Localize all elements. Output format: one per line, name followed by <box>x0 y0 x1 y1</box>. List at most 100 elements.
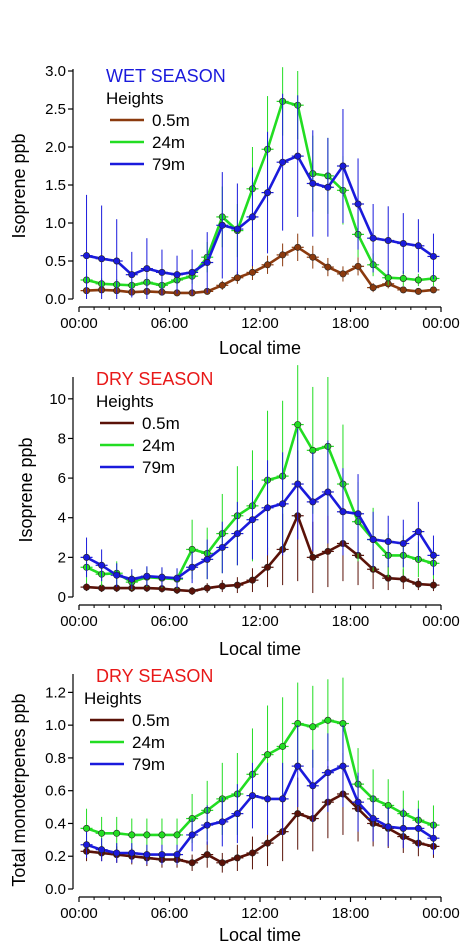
data-point <box>203 821 211 829</box>
data-point <box>309 782 317 790</box>
data-point <box>429 252 437 260</box>
data-point <box>98 561 106 569</box>
data-point <box>414 276 422 284</box>
x-tick-label: 12:00 <box>241 613 279 630</box>
legend-label: 0.5m <box>132 711 170 730</box>
axes: 0 2 4 6 8 10 00:00 06:00 12:00 18:00 00:00 <box>49 377 460 630</box>
data-point <box>143 831 151 839</box>
y-tick-label: 2.0 <box>45 139 66 156</box>
data-point <box>218 543 226 551</box>
data-point <box>414 528 422 536</box>
data-point <box>279 742 287 750</box>
y-tick-label: 3.0 <box>45 63 66 80</box>
data-point <box>339 762 347 770</box>
data-point <box>113 829 121 837</box>
season-title: DRY SEASON <box>96 369 213 389</box>
legend-label: 79m <box>142 458 175 477</box>
data-point <box>143 851 151 859</box>
data-point <box>294 810 302 818</box>
data-point <box>248 516 256 524</box>
data-point <box>339 508 347 516</box>
x-tick-label: 06:00 <box>151 315 189 332</box>
data-point <box>128 849 136 857</box>
data-point <box>203 851 211 859</box>
y-tick-label: 1.5 <box>45 177 66 194</box>
data-point <box>399 286 407 294</box>
data-point <box>218 221 226 229</box>
data-point <box>188 587 196 595</box>
data-point <box>384 274 392 282</box>
data-point <box>233 530 241 538</box>
data-point <box>429 286 437 294</box>
data-point <box>264 839 272 847</box>
data-point <box>399 240 407 248</box>
data-point <box>188 859 196 867</box>
legend: Heights 0.5m 24m 79m <box>84 689 170 774</box>
data-point <box>83 841 91 849</box>
data-point <box>309 498 317 506</box>
legend-label: 79m <box>132 755 165 774</box>
data-point <box>188 268 196 276</box>
data-point <box>188 563 196 571</box>
x-axis-label: Local time <box>219 639 301 659</box>
data-point <box>324 716 332 724</box>
data-point <box>324 547 332 555</box>
data-point <box>158 573 166 581</box>
data-point <box>324 263 332 271</box>
data-point <box>113 257 121 265</box>
data-point <box>294 152 302 160</box>
y-tick-label: 1.2 <box>45 684 66 701</box>
legend-title: Heights <box>106 89 164 108</box>
data-point <box>354 262 362 270</box>
x-tick-label: 00:00 <box>422 315 460 332</box>
x-tick-label: 00:00 <box>60 315 98 332</box>
axes: 0.0 0.5 1.0 1.5 2.0 2.5 3.0 00:00 06:00 12:00 18:0… <box>45 63 460 332</box>
data-point <box>264 795 272 803</box>
x-axis-label: Local time <box>219 925 301 945</box>
series-79m <box>80 428 440 590</box>
data-point <box>309 179 317 187</box>
data-point <box>113 571 121 579</box>
data-point <box>279 795 287 803</box>
data-point <box>83 583 91 591</box>
chart-panel-2: 0 2 4 6 8 10 00:00 06:00 12:00 18:00 00:00 Local ti… <box>16 365 460 659</box>
x-tick-label: 12:00 <box>241 315 279 332</box>
data-point <box>369 815 377 823</box>
y-tick-label: 6 <box>58 470 66 487</box>
series-79m <box>80 93 440 299</box>
data-point <box>279 158 287 166</box>
y-tick-label: 10 <box>49 391 66 408</box>
legend-label: 24m <box>152 133 185 152</box>
series-line <box>86 154 435 277</box>
data-point <box>369 234 377 242</box>
x-tick-label: 00:00 <box>422 613 460 630</box>
series-line <box>86 246 434 295</box>
data-point <box>399 575 407 583</box>
data-point <box>173 851 181 859</box>
data-point <box>429 551 437 559</box>
data-point <box>233 225 241 233</box>
y-tick-label: 8 <box>58 430 66 447</box>
data-point <box>339 162 347 170</box>
data-point <box>354 510 362 518</box>
legend-title: Heights <box>84 689 142 708</box>
y-tick-label: 1.0 <box>45 215 66 232</box>
data-point <box>309 723 317 731</box>
data-point <box>98 255 106 263</box>
data-point <box>128 831 136 839</box>
data-point <box>414 287 422 295</box>
x-tick-label: 06:00 <box>151 905 189 922</box>
data-point <box>324 769 332 777</box>
data-point <box>429 581 437 589</box>
x-axis-label: Local time <box>219 338 301 358</box>
x-tick-label: 18:00 <box>332 905 370 922</box>
data-point <box>173 574 181 582</box>
data-point <box>218 859 226 867</box>
data-point <box>83 824 91 832</box>
data-point <box>128 271 136 279</box>
x-tick-label: 06:00 <box>151 613 189 630</box>
data-point <box>143 572 151 580</box>
chart-panel-3: 0.0 0.2 0.4 0.6 0.8 1.0 1.2 00:00 06:00 12:00 18:0… <box>9 666 460 945</box>
axes: 0.0 0.2 0.4 0.6 0.8 1.0 1.2 00:00 06:00 12:00 18:0… <box>45 674 460 922</box>
y-tick-label: 0 <box>58 589 66 606</box>
